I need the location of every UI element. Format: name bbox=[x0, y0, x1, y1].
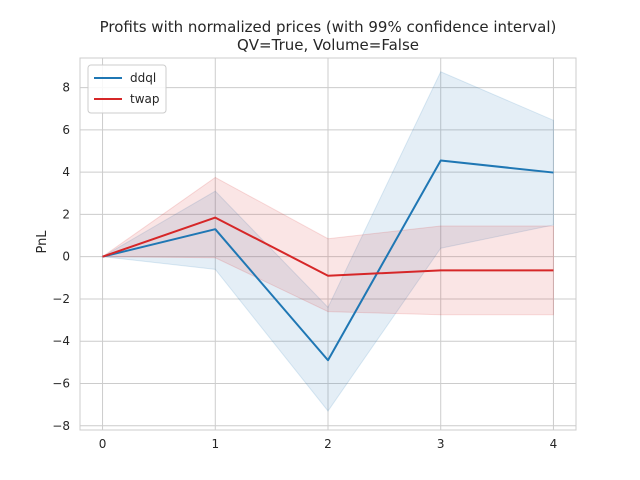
plot-frame bbox=[79, 57, 577, 431]
y-tick-label-6: 4 bbox=[62, 165, 70, 179]
y-tick-label-3: −2 bbox=[52, 292, 70, 306]
legend-label-ddql: ddql bbox=[130, 71, 156, 85]
plot-area: 0 1 2 3 4 −8 −6 −4 −2 0 2 4 6 8 ddql twap bbox=[52, 57, 577, 451]
x-tick-label-1: 1 bbox=[211, 437, 219, 451]
y-tick-label-5: 2 bbox=[62, 207, 70, 221]
x-tick-label-2: 2 bbox=[324, 437, 332, 451]
y-axis-label: PnL bbox=[35, 230, 50, 254]
x-tick-label-4: 4 bbox=[550, 437, 558, 451]
y-tick-label-0: −8 bbox=[52, 419, 70, 433]
chart-title: Profits with normalized prices (with 99%… bbox=[100, 18, 557, 36]
series-line-twap bbox=[102, 216, 554, 277]
legend-label-twap: twap bbox=[130, 92, 160, 106]
y-tick-label-4: 0 bbox=[62, 250, 70, 264]
x-tick-label-0: 0 bbox=[99, 437, 107, 451]
y-tick-label-8: 8 bbox=[62, 81, 70, 95]
chart-subtitle: QV=True, Volume=False bbox=[237, 36, 419, 54]
y-tick-label-7: 6 bbox=[62, 123, 70, 137]
y-tick-label-2: −4 bbox=[52, 334, 70, 348]
ci-band-ddql bbox=[100, 71, 554, 412]
x-tick-label-3: 3 bbox=[437, 437, 445, 451]
y-tick-label-1: −6 bbox=[52, 377, 70, 391]
series-line-ddql bbox=[102, 159, 554, 362]
